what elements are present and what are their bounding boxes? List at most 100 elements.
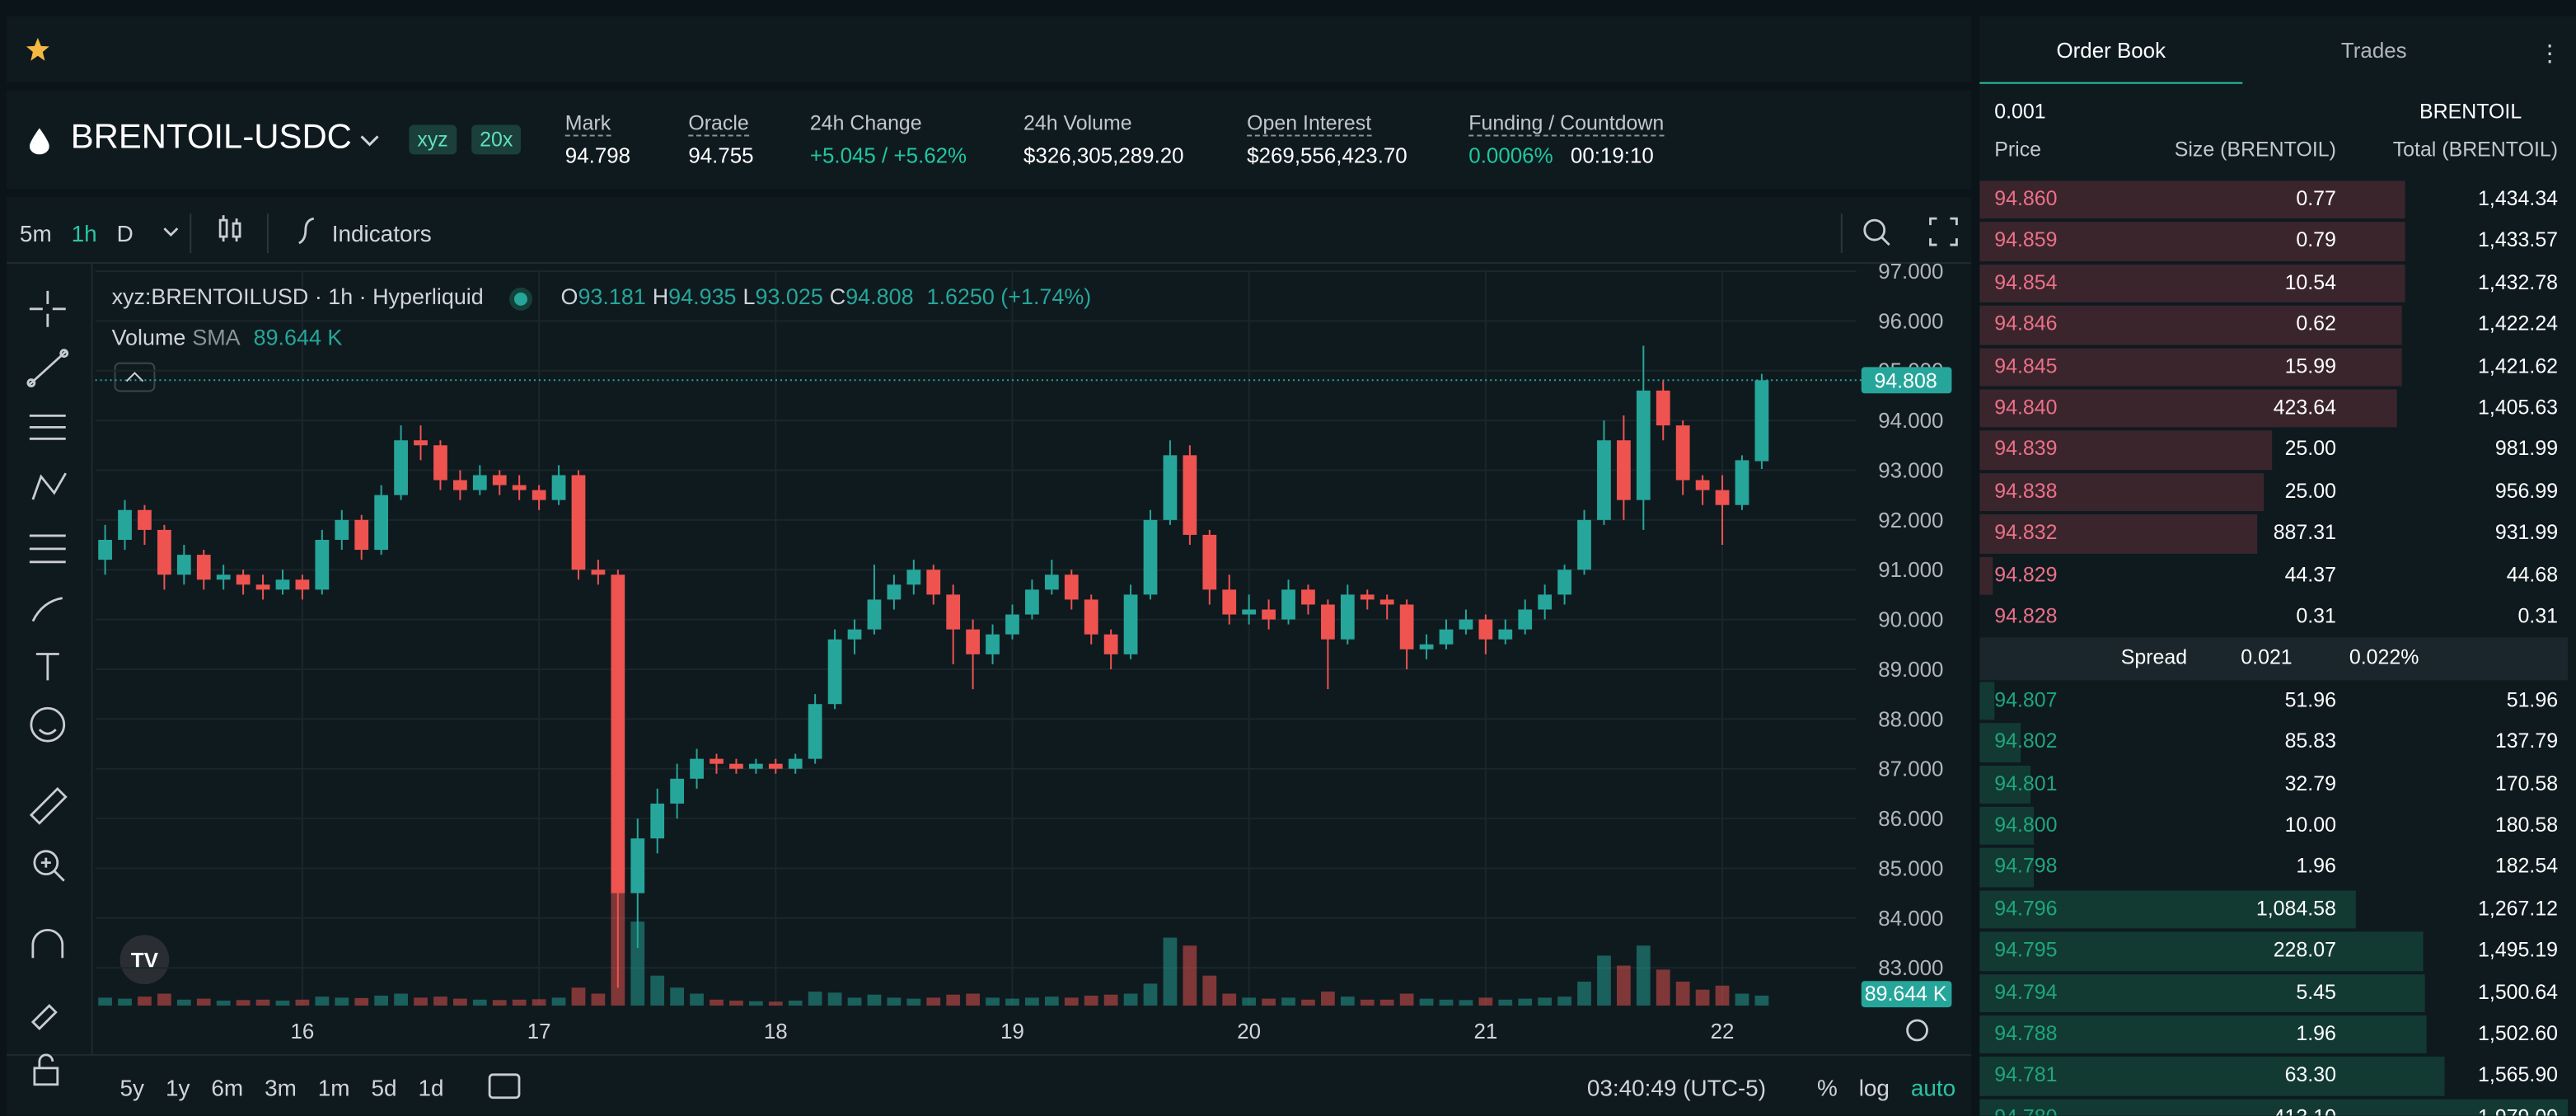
volume-bar <box>433 996 447 1006</box>
candle-body <box>591 570 606 575</box>
price: 94.788 <box>1994 1022 2058 1045</box>
candle-body <box>1675 425 1690 481</box>
volume-bar <box>1143 983 1158 1006</box>
candle-body <box>867 599 882 630</box>
size: 85.83 <box>2284 729 2336 753</box>
collapse-button[interactable] <box>114 362 156 392</box>
volume-bar <box>1084 995 1098 1006</box>
volume-bar <box>255 999 270 1006</box>
y-tick-label: 96.000 <box>1878 310 1943 333</box>
candle-body <box>157 529 171 575</box>
size: 5.45 <box>2296 980 2336 1004</box>
volume-bar <box>1675 981 1690 1006</box>
symbol[interactable]: BRENTOIL-USDC <box>70 118 352 157</box>
candle-body <box>295 579 310 590</box>
size: 0.62 <box>2296 312 2336 336</box>
volume-bar <box>1242 997 1257 1006</box>
size: 423.64 <box>2273 396 2336 420</box>
candle-body <box>1379 599 1394 605</box>
collapse-icon <box>125 372 144 382</box>
interval[interactable]: 5m <box>19 220 52 247</box>
indicators-button[interactable]: Indicators <box>331 220 432 247</box>
candle-body <box>1735 460 1749 505</box>
volume-bar <box>1577 981 1591 1006</box>
scale-option[interactable]: log <box>1858 1074 1890 1101</box>
volume-bar <box>1715 985 1730 1006</box>
badge: 20x <box>471 124 522 155</box>
depth-bar <box>1979 1015 2427 1054</box>
total: 182.54 <box>2494 855 2559 879</box>
candle-body <box>1281 589 1295 620</box>
size: 887.31 <box>2273 521 2336 545</box>
price: 94.840 <box>1994 396 2058 420</box>
size: 228.07 <box>2273 938 2336 962</box>
range-button[interactable]: 6m <box>211 1074 244 1101</box>
price: 94.832 <box>1994 521 2058 545</box>
tab[interactable]: Trades <box>2340 37 2407 63</box>
volume-bar <box>1557 996 1571 1006</box>
scale-option[interactable]: % <box>1816 1074 1838 1101</box>
volume-label: Volume <box>111 325 186 350</box>
interval[interactable]: D <box>116 220 133 247</box>
scale-option[interactable]: auto <box>1910 1074 1956 1101</box>
volume-bar <box>176 999 191 1006</box>
candle-body <box>966 629 980 654</box>
volume-legend: Volume SMA 89.644 K <box>112 326 343 350</box>
unit-select[interactable]: BRENTOIL <box>2419 100 2522 124</box>
ohlc-value: 94.808 <box>845 284 914 309</box>
depth-bar <box>1979 765 2030 804</box>
candle-body <box>571 475 586 570</box>
total: 1,565.90 <box>2478 1063 2559 1087</box>
size: 15.99 <box>2284 354 2336 377</box>
volume-bar <box>768 1001 783 1006</box>
depth-bar <box>1979 1099 2569 1116</box>
total: 0.31 <box>2517 604 2559 628</box>
spread-label: Spread <box>2120 646 2188 670</box>
total: 1,979.00 <box>2478 1105 2558 1115</box>
volume-bar <box>492 1000 507 1006</box>
favorites-bar <box>6 16 1972 82</box>
y-tick-label: 97.000 <box>1878 260 1943 284</box>
volume-bar <box>354 997 369 1006</box>
range-button[interactable]: 1y <box>165 1074 190 1101</box>
stat-value: 00:19:10 <box>1570 143 1654 168</box>
column-header: Total (BRENTOIL) <box>2392 138 2559 162</box>
depth-bar <box>1979 973 2426 1013</box>
total: 1,500.64 <box>2478 980 2559 1004</box>
total: 1,495.19 <box>2478 938 2559 962</box>
tool-icons[interactable] <box>26 215 1958 1100</box>
tick-size[interactable]: 0.001 <box>1994 100 2046 124</box>
range-button[interactable]: 1d <box>418 1074 444 1101</box>
volume-bar <box>986 997 1000 1006</box>
star-icon[interactable] <box>26 37 49 61</box>
chevron[interactable] <box>358 133 382 149</box>
total: 1,421.62 <box>2478 354 2559 377</box>
size: 413.10 <box>2274 1105 2336 1115</box>
stat-value: 94.798 <box>564 143 631 168</box>
interval[interactable]: 1h <box>71 220 97 247</box>
total: 1,405.63 <box>2478 396 2559 420</box>
volume-bar <box>670 987 685 1006</box>
candle-body <box>1695 480 1710 490</box>
menu-icon[interactable]: ⋮ <box>2538 39 2562 66</box>
logo[interactable] <box>119 935 170 985</box>
range-button[interactable]: 5y <box>119 1074 145 1101</box>
tab[interactable]: Order Book <box>2056 37 2166 63</box>
candle-body <box>335 519 349 540</box>
range-button[interactable]: 5d <box>371 1074 397 1101</box>
stat-label: Oracle <box>688 111 749 137</box>
volume-bar <box>1163 937 1178 1006</box>
volume-bar <box>1123 993 1138 1006</box>
column-header: Price <box>1994 138 2042 162</box>
y-tick-label: 85.000 <box>1878 857 1943 880</box>
range-button[interactable]: 1m <box>317 1074 350 1101</box>
size: 25.00 <box>2284 438 2336 461</box>
size: 63.30 <box>2284 1063 2336 1087</box>
badge: xyz <box>409 124 457 155</box>
volume-bar <box>138 996 152 1006</box>
volume-bar <box>1340 996 1355 1006</box>
stat-label: Open Interest <box>1247 111 1372 137</box>
range-button[interactable]: 3m <box>265 1074 297 1101</box>
market-header: BRENTOIL-USDC xyz 20x Mark 94.798 Oracle 94… <box>6 90 1972 190</box>
candle-body <box>1202 534 1217 590</box>
